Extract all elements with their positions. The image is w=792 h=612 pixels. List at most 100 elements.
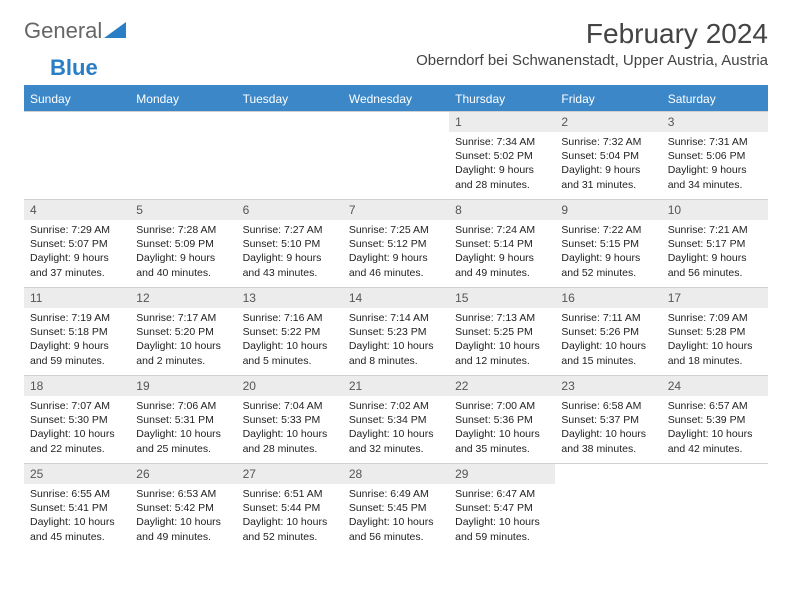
day-number: 28 [343,464,449,484]
day-details: Sunrise: 6:47 AMSunset: 5:47 PMDaylight:… [449,484,555,550]
day-details: Sunrise: 7:21 AMSunset: 5:17 PMDaylight:… [662,220,768,286]
calendar-day-cell: 17Sunrise: 7:09 AMSunset: 5:28 PMDayligh… [662,288,768,376]
calendar-day-cell [662,464,768,552]
daylight-text: and 38 minutes. [561,442,655,456]
sunset-text: Sunset: 5:04 PM [561,149,655,163]
sunrise-text: Sunrise: 7:34 AM [455,135,549,149]
day-details: Sunrise: 7:29 AMSunset: 5:07 PMDaylight:… [24,220,130,286]
day-number: 21 [343,376,449,396]
daylight-text: Daylight: 10 hours [668,339,762,353]
weekday-header: Friday [555,87,661,112]
sunset-text: Sunset: 5:20 PM [136,325,230,339]
sunset-text: Sunset: 5:33 PM [243,413,337,427]
sunrise-text: Sunrise: 6:49 AM [349,487,443,501]
sunrise-text: Sunrise: 7:07 AM [30,399,124,413]
daylight-text: Daylight: 10 hours [136,427,230,441]
day-details: Sunrise: 6:53 AMSunset: 5:42 PMDaylight:… [130,484,236,550]
day-number: 14 [343,288,449,308]
day-details: Sunrise: 7:07 AMSunset: 5:30 PMDaylight:… [24,396,130,462]
daylight-text: Daylight: 9 hours [136,251,230,265]
sunset-text: Sunset: 5:17 PM [668,237,762,251]
day-number: 6 [237,200,343,220]
day-details: Sunrise: 7:27 AMSunset: 5:10 PMDaylight:… [237,220,343,286]
daylight-text: Daylight: 10 hours [455,339,549,353]
weekday-header: Thursday [449,87,555,112]
sunrise-text: Sunrise: 6:58 AM [561,399,655,413]
sunset-text: Sunset: 5:22 PM [243,325,337,339]
daylight-text: and 22 minutes. [30,442,124,456]
daylight-text: and 12 minutes. [455,354,549,368]
day-number: 22 [449,376,555,396]
daylight-text: Daylight: 10 hours [243,515,337,529]
day-details: Sunrise: 7:04 AMSunset: 5:33 PMDaylight:… [237,396,343,462]
day-number: 20 [237,376,343,396]
sunrise-text: Sunrise: 7:25 AM [349,223,443,237]
sunset-text: Sunset: 5:25 PM [455,325,549,339]
sunset-text: Sunset: 5:39 PM [668,413,762,427]
calendar-day-cell: 6Sunrise: 7:27 AMSunset: 5:10 PMDaylight… [237,200,343,288]
day-number: 15 [449,288,555,308]
daylight-text: and 32 minutes. [349,442,443,456]
daylight-text: and 28 minutes. [243,442,337,456]
sunrise-text: Sunrise: 7:17 AM [136,311,230,325]
calendar-day-cell: 20Sunrise: 7:04 AMSunset: 5:33 PMDayligh… [237,376,343,464]
sunset-text: Sunset: 5:23 PM [349,325,443,339]
day-details: Sunrise: 7:16 AMSunset: 5:22 PMDaylight:… [237,308,343,374]
day-number: 2 [555,112,661,132]
daylight-text: and 31 minutes. [561,178,655,192]
day-details: Sunrise: 6:51 AMSunset: 5:44 PMDaylight:… [237,484,343,550]
daylight-text: Daylight: 9 hours [30,251,124,265]
daylight-text: Daylight: 9 hours [243,251,337,265]
sunrise-text: Sunrise: 7:11 AM [561,311,655,325]
daylight-text: and 37 minutes. [30,266,124,280]
sunset-text: Sunset: 5:30 PM [30,413,124,427]
calendar-day-cell [555,464,661,552]
calendar-day-cell: 4Sunrise: 7:29 AMSunset: 5:07 PMDaylight… [24,200,130,288]
daylight-text: Daylight: 9 hours [455,163,549,177]
daylight-text: and 2 minutes. [136,354,230,368]
daylight-text: and 8 minutes. [349,354,443,368]
sunrise-text: Sunrise: 7:02 AM [349,399,443,413]
day-details: Sunrise: 7:11 AMSunset: 5:26 PMDaylight:… [555,308,661,374]
daylight-text: Daylight: 9 hours [668,251,762,265]
daylight-text: Daylight: 10 hours [561,339,655,353]
day-number: 5 [130,200,236,220]
weekday-header-row: Sunday Monday Tuesday Wednesday Thursday… [24,87,768,112]
daylight-text: Daylight: 10 hours [30,515,124,529]
weekday-header: Sunday [24,87,130,112]
calendar-week-row: 25Sunrise: 6:55 AMSunset: 5:41 PMDayligh… [24,464,768,552]
daylight-text: Daylight: 10 hours [243,427,337,441]
sunrise-text: Sunrise: 6:47 AM [455,487,549,501]
day-details: Sunrise: 7:09 AMSunset: 5:28 PMDaylight:… [662,308,768,374]
day-details: Sunrise: 7:02 AMSunset: 5:34 PMDaylight:… [343,396,449,462]
sunrise-text: Sunrise: 7:28 AM [136,223,230,237]
logo-text-1: General [24,18,102,44]
daylight-text: and 49 minutes. [136,530,230,544]
calendar-day-cell: 27Sunrise: 6:51 AMSunset: 5:44 PMDayligh… [237,464,343,552]
calendar-day-cell: 12Sunrise: 7:17 AMSunset: 5:20 PMDayligh… [130,288,236,376]
calendar-day-cell: 19Sunrise: 7:06 AMSunset: 5:31 PMDayligh… [130,376,236,464]
daylight-text: and 18 minutes. [668,354,762,368]
sunrise-text: Sunrise: 7:19 AM [30,311,124,325]
daylight-text: Daylight: 10 hours [136,515,230,529]
sunset-text: Sunset: 5:44 PM [243,501,337,515]
logo-triangle-icon [104,22,126,40]
calendar-day-cell [237,112,343,200]
sunrise-text: Sunrise: 7:16 AM [243,311,337,325]
day-details: Sunrise: 7:31 AMSunset: 5:06 PMDaylight:… [662,132,768,198]
calendar-day-cell: 24Sunrise: 6:57 AMSunset: 5:39 PMDayligh… [662,376,768,464]
sunset-text: Sunset: 5:26 PM [561,325,655,339]
daylight-text: and 56 minutes. [668,266,762,280]
calendar-day-cell: 25Sunrise: 6:55 AMSunset: 5:41 PMDayligh… [24,464,130,552]
sunset-text: Sunset: 5:34 PM [349,413,443,427]
calendar-week-row: 11Sunrise: 7:19 AMSunset: 5:18 PMDayligh… [24,288,768,376]
sunrise-text: Sunrise: 7:06 AM [136,399,230,413]
daylight-text: and 15 minutes. [561,354,655,368]
sunset-text: Sunset: 5:09 PM [136,237,230,251]
sunrise-text: Sunrise: 7:04 AM [243,399,337,413]
day-number: 23 [555,376,661,396]
day-number: 24 [662,376,768,396]
day-number: 19 [130,376,236,396]
calendar-day-cell: 16Sunrise: 7:11 AMSunset: 5:26 PMDayligh… [555,288,661,376]
sunset-text: Sunset: 5:18 PM [30,325,124,339]
